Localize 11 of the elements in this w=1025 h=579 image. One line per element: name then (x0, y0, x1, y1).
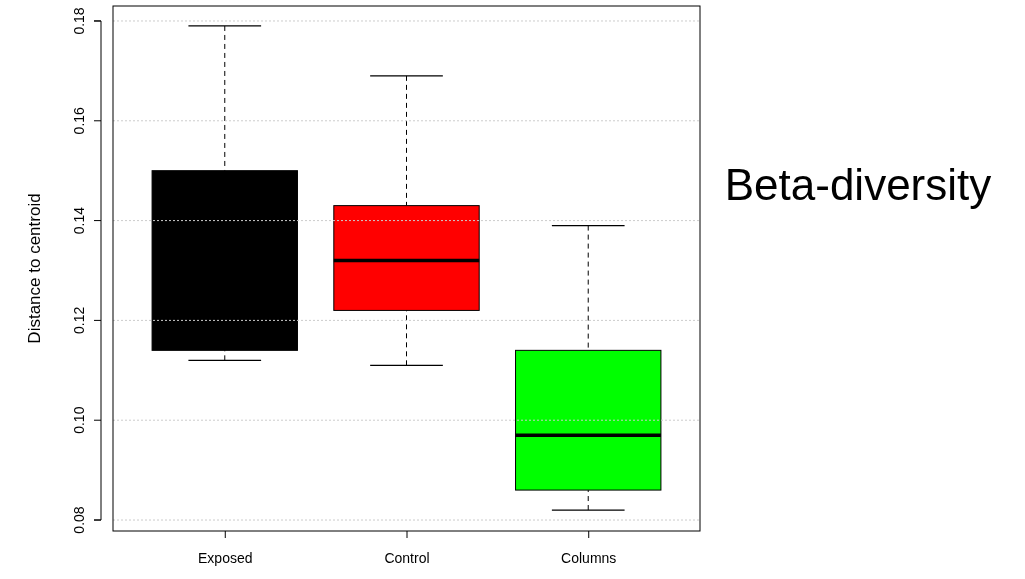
y-tick-label: 0.16 (70, 106, 87, 135)
x-tick-label: Control (384, 550, 430, 567)
x-tick-label: Exposed (198, 550, 253, 567)
x-tick-label: Columns (561, 550, 617, 567)
y-tick-label: 0.10 (70, 406, 87, 434)
y-tick-label: 0.14 (70, 206, 87, 235)
y-axis-title: Distance to centroid (25, 193, 44, 344)
y-tick-label: 0.12 (70, 306, 87, 335)
y-tick-label: 0.08 (70, 506, 87, 534)
text: Beta-diversity (724, 160, 992, 209)
y-tick-label: 0.18 (70, 7, 87, 35)
